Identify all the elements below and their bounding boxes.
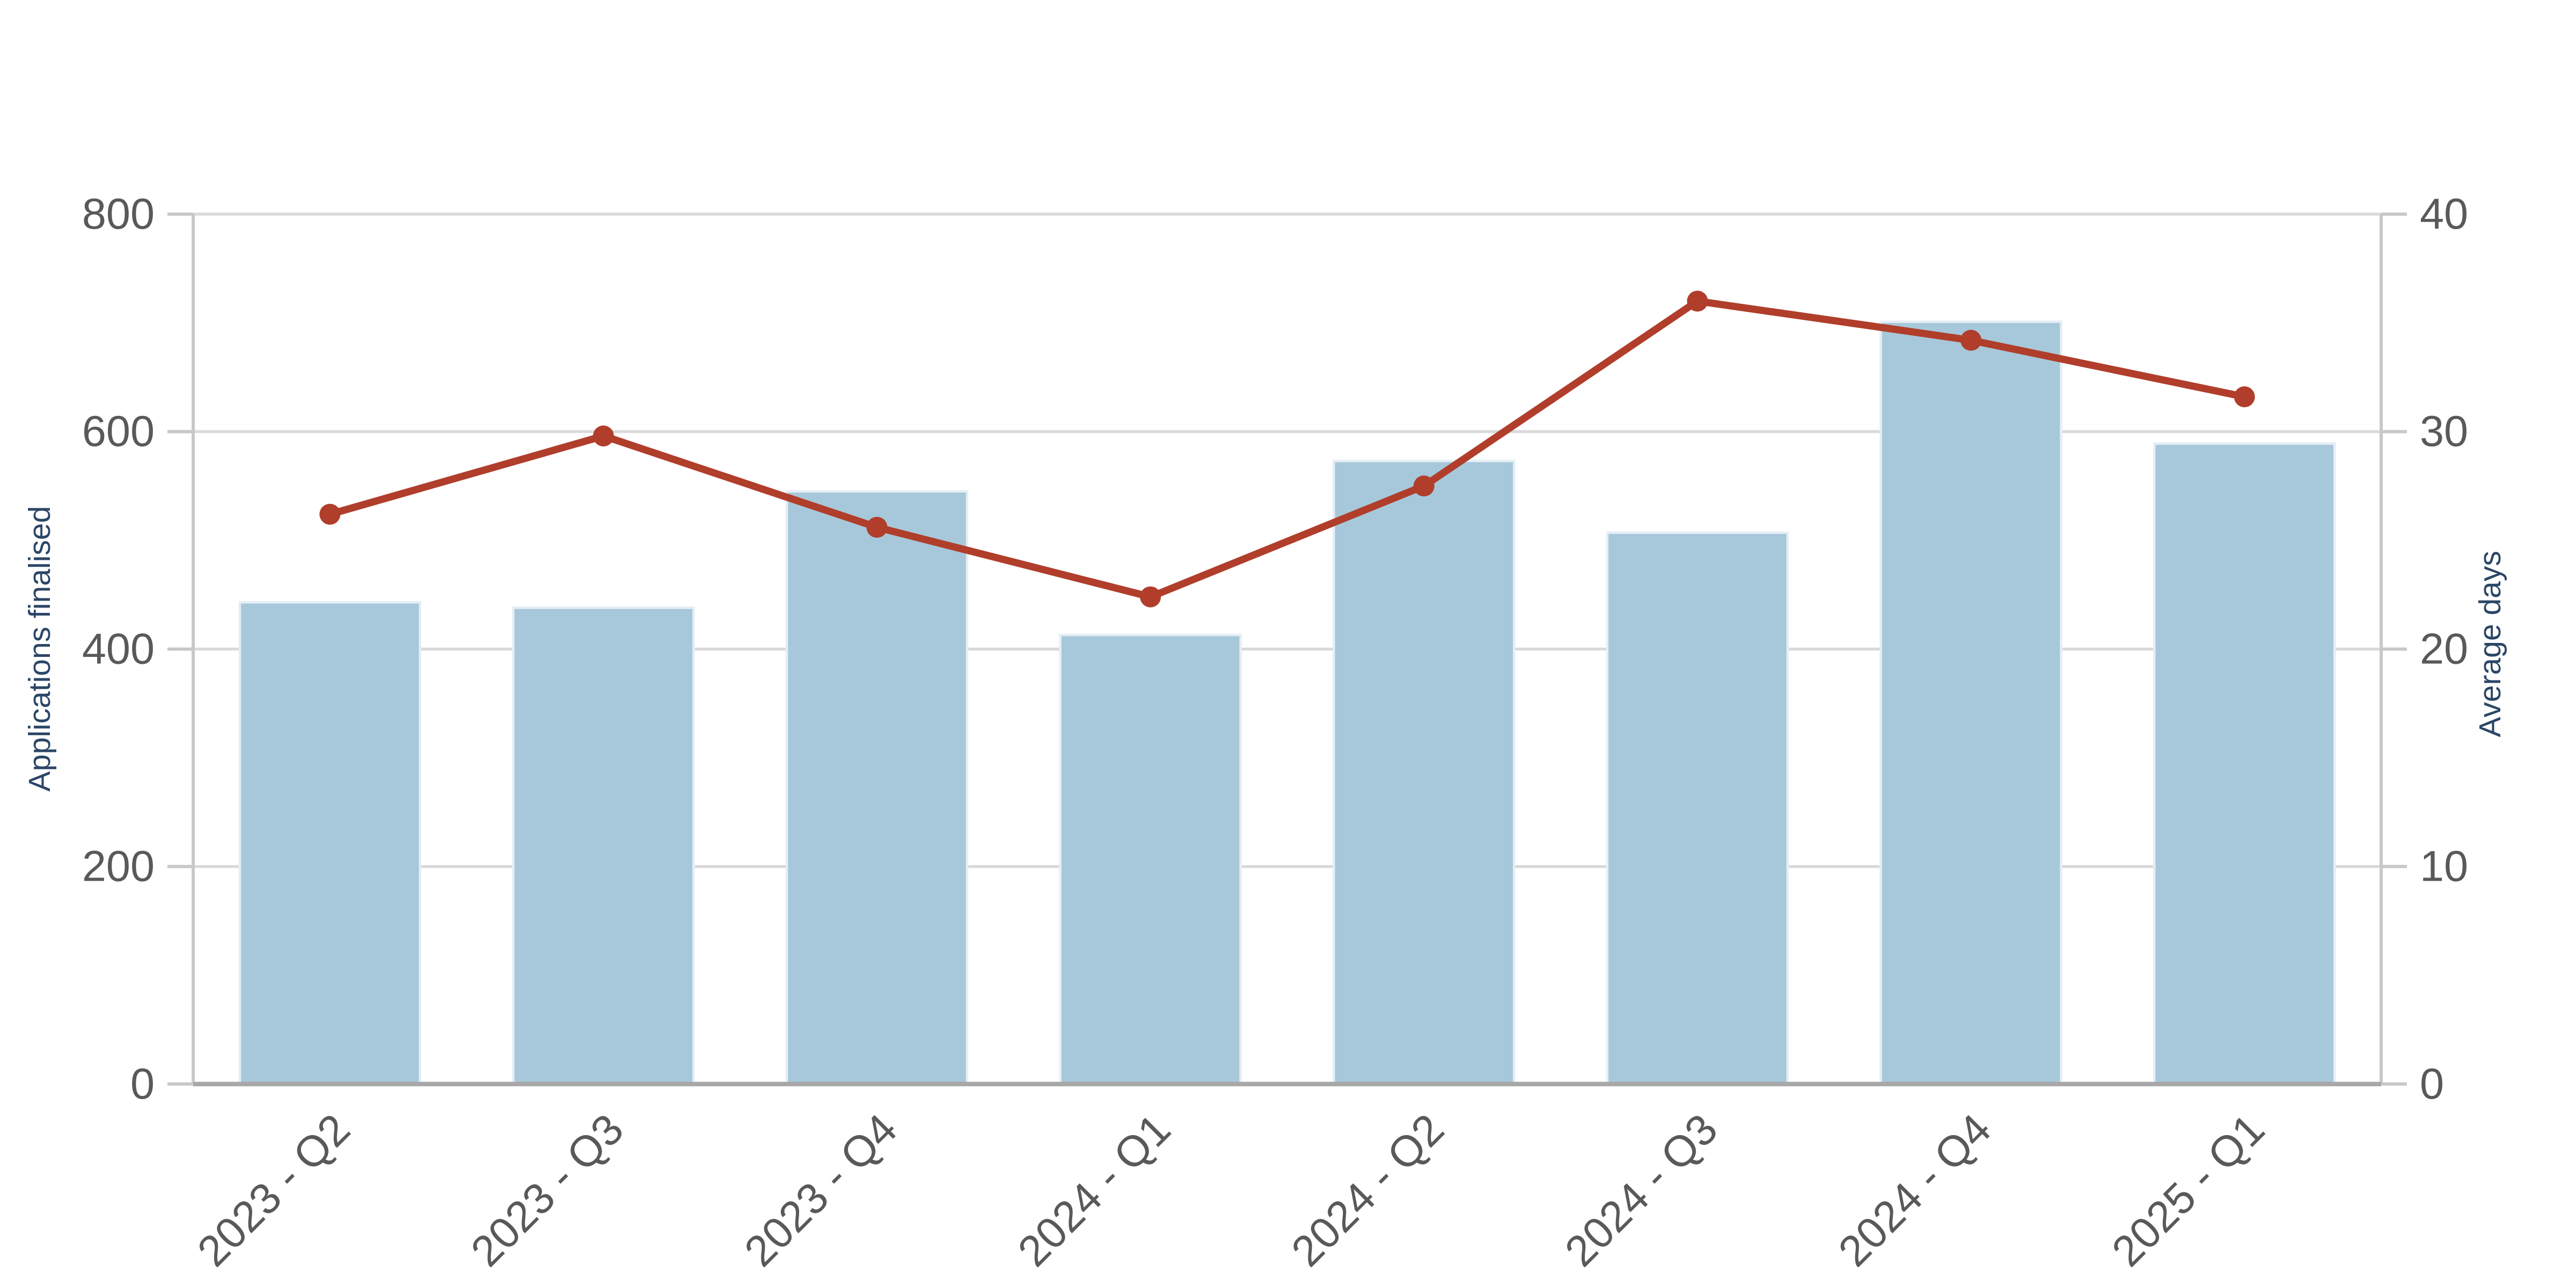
line-point-2024-Q4[interactable]	[1960, 330, 1982, 351]
right-axis-tick-label-10: 10	[2420, 843, 2468, 891]
right-axis-tick-label-40: 40	[2420, 190, 2468, 238]
x-axis-tick-label-2024-Q4: 2024 - Q4	[1829, 1105, 2000, 1276]
bar-2025-Q1[interactable]	[2153, 442, 2336, 1086]
bar-2023-Q4[interactable]	[785, 490, 969, 1086]
line-series	[319, 290, 2255, 608]
right-axis-tick-label-0: 0	[2420, 1060, 2444, 1108]
x-axis-tick-label-2024-Q3: 2024 - Q3	[1556, 1105, 1726, 1276]
bar-2024-Q2[interactable]	[1333, 459, 1516, 1086]
x-axis-tick-label-2023-Q3: 2023 - Q3	[462, 1105, 633, 1276]
bar-2023-Q3[interactable]	[512, 606, 695, 1086]
line-point-2023-Q2[interactable]	[319, 503, 341, 525]
line-point-2023-Q3[interactable]	[592, 425, 614, 447]
right-axis-tick-label-20: 20	[2420, 625, 2468, 673]
line-point-2025-Q1[interactable]	[2234, 386, 2255, 407]
left-axis-tick-label-200: 200	[82, 843, 155, 891]
x-axis-tick-label-2023-Q2: 2023 - Q2	[188, 1105, 359, 1276]
bar-series	[238, 320, 2336, 1086]
line-point-2023-Q4[interactable]	[866, 517, 888, 538]
x-axis-tick-label-2024-Q2: 2024 - Q2	[1283, 1105, 1453, 1276]
left-axis-title: Applications finalised	[23, 506, 57, 792]
bar-2024-Q4[interactable]	[1879, 320, 2062, 1086]
left-axis-tick-label-0: 0	[130, 1060, 155, 1108]
right-axis-title: Average days	[2473, 551, 2507, 737]
line-point-2024-Q3[interactable]	[1687, 290, 1708, 312]
x-axis-tick-label-2023-Q4: 2023 - Q4	[735, 1105, 906, 1276]
left-axis-tick-label-800: 800	[82, 190, 155, 238]
x-axis-tick-label-2025-Q1: 2025 - Q1	[2103, 1105, 2274, 1276]
x-axis-tick-label-2024-Q1: 2024 - Q1	[1009, 1105, 1180, 1276]
right-axis-tick-label-30: 30	[2420, 407, 2468, 456]
axis-labels: 0 200 400 600 800 0 10 20 30 40 2023 - Q2 2023 - Q3…	[82, 190, 2468, 1276]
line-point-2024-Q2[interactable]	[1413, 475, 1435, 497]
bar-2024-Q1[interactable]	[1059, 633, 1242, 1086]
left-axis-tick-label-400: 400	[82, 625, 155, 673]
bar-2024-Q3[interactable]	[1606, 531, 1789, 1086]
average-days-line[interactable]	[326, 297, 2248, 601]
line-point-2024-Q1[interactable]	[1140, 586, 1161, 608]
bar-2023-Q2[interactable]	[238, 601, 422, 1086]
left-axis-tick-label-600: 600	[82, 407, 155, 456]
axes	[167, 213, 2407, 1087]
